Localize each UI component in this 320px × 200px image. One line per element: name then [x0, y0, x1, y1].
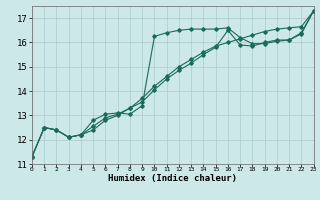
X-axis label: Humidex (Indice chaleur): Humidex (Indice chaleur)	[108, 174, 237, 183]
